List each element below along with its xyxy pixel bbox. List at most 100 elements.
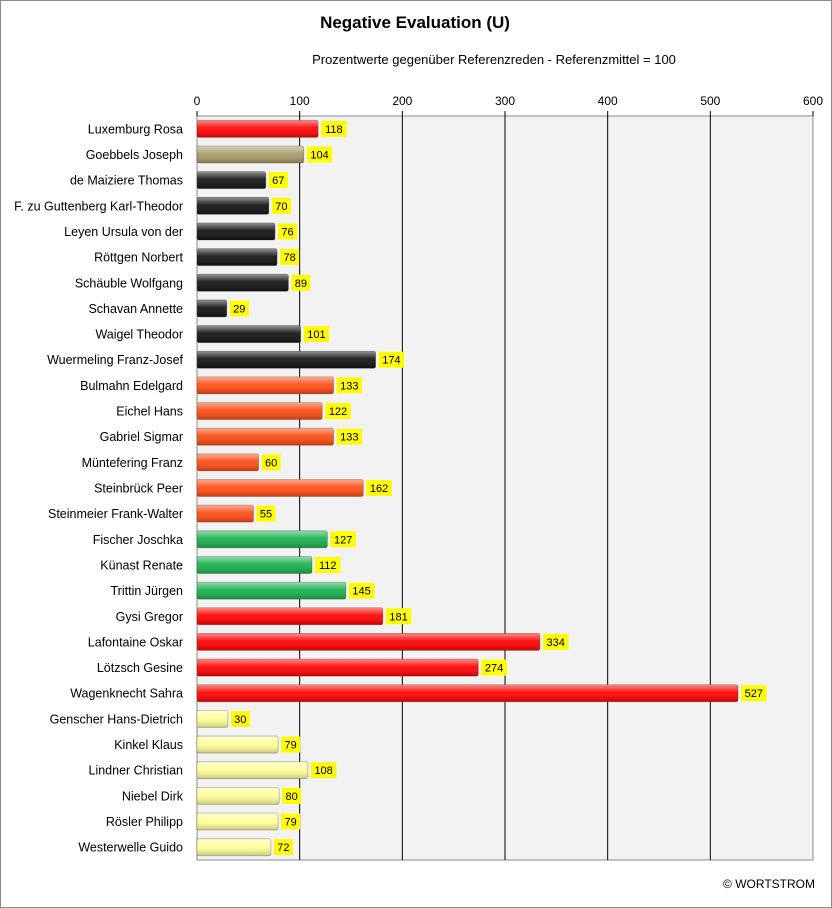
chart-title: Negative Evaluation (U) [320,13,510,32]
data-label: 29 [229,300,249,317]
data-label-value: 181 [389,611,407,623]
data-label-background [256,505,276,522]
category-label: Rösler Philipp [106,815,183,829]
category-label: Gabriel Sigmar [100,430,183,444]
data-label-value: 29 [233,303,245,315]
gridlines [299,116,711,860]
data-label: 127 [330,531,356,548]
bar-shine [196,171,267,190]
data-label-value: 79 [284,817,296,829]
data-label-background [291,274,311,291]
data-label-value: 55 [260,509,272,521]
bar-shine [196,350,377,369]
data-label-value: 70 [275,201,287,213]
bar-shine [196,556,313,574]
bar-shine [196,427,334,446]
x-axis-ticks: 0 100 200 300 400 500 600 [194,94,823,116]
bar [196,350,377,369]
bar-shine [196,658,479,677]
bar-shine [196,196,270,215]
data-label-background [542,633,569,650]
x-tick-label: 0 [194,94,201,108]
data-label-background [306,146,333,163]
bar-shine [196,786,280,805]
bar [196,556,313,574]
data-label-value: 80 [286,791,298,803]
bar-shine [196,325,302,343]
bar [196,273,289,292]
data-label-value: 133 [340,380,358,392]
bar [196,504,254,523]
data-label-value: 89 [295,278,307,290]
bar [196,171,267,190]
bar [196,709,229,728]
x-tick-label: 600 [803,94,823,108]
data-label-background [336,377,363,394]
bar [196,786,280,805]
data-label-value: 127 [334,534,352,546]
category-label: Röttgen Norbert [94,251,183,265]
data-label-value: 174 [382,355,400,367]
category-label: Bulmahn Edelgard [80,379,183,393]
data-label-value: 79 [284,740,296,752]
bar-shine [196,607,384,626]
data-label-value: 101 [307,329,325,341]
bar-shine [196,248,278,267]
bar-shine [196,581,347,600]
x-tick-label: 500 [700,94,720,108]
data-label: 76 [278,223,298,240]
bar-shine [196,479,364,497]
category-label: Goebbels Joseph [86,148,183,162]
bar [196,453,259,472]
bar [196,658,479,677]
data-label-background [336,428,363,445]
bar [196,325,302,343]
data-label-value: 274 [485,663,503,675]
data-label-background [303,326,330,343]
category-label: Waigel Theodor [95,328,183,342]
data-label-background [273,839,293,856]
data-label-background [261,454,281,471]
data-label-background [385,608,412,625]
copyright-notice: © WORTSTROM [723,877,815,891]
category-label: Gysi Gregor [116,610,183,624]
bar [196,607,384,626]
bar [196,684,739,703]
data-label-background [268,172,288,189]
data-label-background [314,556,341,573]
data-label: 108 [310,762,337,779]
category-label: Genscher Hans-Dietrich [50,712,183,726]
data-label: 181 [385,608,412,625]
category-label: Müntefering Franz [82,456,183,470]
data-label-background [325,403,351,420]
data-label-background [481,659,507,676]
data-label: 527 [741,685,767,702]
data-label-background [348,582,375,599]
bars [196,119,739,857]
data-label-background [281,736,301,753]
bar-shine [196,402,323,420]
category-label: Trittin Jürgen [111,584,184,598]
data-label: 72 [273,839,293,856]
bar-shine [196,709,229,728]
category-label: Schäuble Wolfgang [75,276,183,290]
category-label: Westerwelle Guido [78,841,183,855]
data-label-value: 108 [314,765,332,777]
category-label: de Maiziere Thomas [70,174,183,188]
bar-shine [196,119,319,138]
bar [196,196,270,215]
data-label-value: 112 [319,560,337,572]
category-label: Luxemburg Rosa [88,122,183,136]
data-label: 79 [281,813,301,830]
data-label: 162 [366,480,392,496]
data-label: 145 [348,582,375,599]
data-label-background [281,813,301,830]
data-label: 89 [291,274,311,291]
data-label-background [229,300,249,317]
data-label-value: 162 [370,483,388,495]
category-label: Künast Renate [100,558,183,572]
data-label-background [282,787,302,804]
data-label: 174 [378,351,405,368]
data-label: 334 [542,633,569,650]
category-label: Steinbrück Peer [94,482,183,496]
